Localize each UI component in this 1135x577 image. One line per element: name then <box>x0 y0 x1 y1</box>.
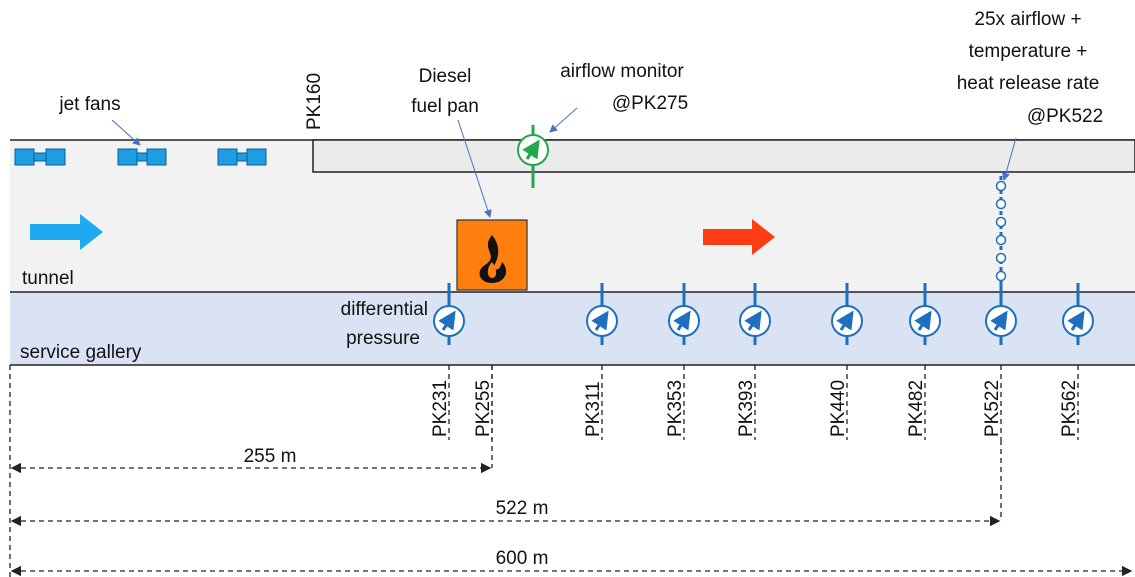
chain-sensors <box>995 180 1007 282</box>
service-gallery-area <box>10 292 1135 365</box>
station-label: PK231 <box>430 380 451 437</box>
jet-fans <box>14 148 267 166</box>
gallery-label: service gallery <box>20 342 142 363</box>
fire-icon <box>479 235 507 283</box>
dimension-label: 255 m <box>244 446 297 467</box>
sensor-needle <box>673 310 691 331</box>
sensor-needle <box>990 310 1008 331</box>
chain-label: 25x airflow + <box>974 9 1081 30</box>
airflow-monitor-label: @PK275 <box>612 93 688 114</box>
sensor-needle <box>591 310 609 331</box>
station-label: PK440 <box>828 380 849 437</box>
station-label: PK482 <box>906 380 927 437</box>
airflow-monitor-label: airflow monitor <box>560 61 684 82</box>
dimension-label: 522 m <box>496 498 549 519</box>
pointer <box>457 119 492 218</box>
fire-icon-inner <box>487 262 497 278</box>
pressure-label: pressure <box>346 328 420 349</box>
sensor-needle <box>914 310 932 331</box>
tunnel-label: tunnel <box>22 268 74 289</box>
pressure-label: differential <box>341 299 428 320</box>
station-label: PK562 <box>1059 380 1080 437</box>
airflow-arrow <box>30 214 103 250</box>
chain-label: heat release rate <box>957 73 1100 94</box>
ceiling-duct <box>312 139 1135 173</box>
pk160-label: PK160 <box>304 73 325 130</box>
fuel-pan-label: fuel pan <box>411 96 479 117</box>
sensor-needle <box>744 310 762 331</box>
fuel-pan-label: Diesel <box>419 66 472 87</box>
sensor-needle <box>438 310 456 331</box>
chain-label: @PK522 <box>1027 106 1103 127</box>
station-label: PK311 <box>583 381 604 437</box>
pointer <box>111 119 141 146</box>
smoke-arrow <box>703 219 775 255</box>
station-label: PK255 <box>473 380 494 437</box>
jet-fans-label: jet fans <box>58 94 120 115</box>
pointer <box>549 107 578 133</box>
station-label: PK393 <box>736 380 757 437</box>
chain-label: temperature + <box>969 41 1088 62</box>
monitor-needle <box>522 139 540 160</box>
dimension-label: 600 m <box>496 548 549 569</box>
pointer <box>1002 137 1017 181</box>
sensor-needle <box>836 310 854 331</box>
station-label: PK522 <box>982 380 1003 437</box>
sensor-needle <box>1067 310 1085 331</box>
station-label: PK353 <box>665 380 686 437</box>
